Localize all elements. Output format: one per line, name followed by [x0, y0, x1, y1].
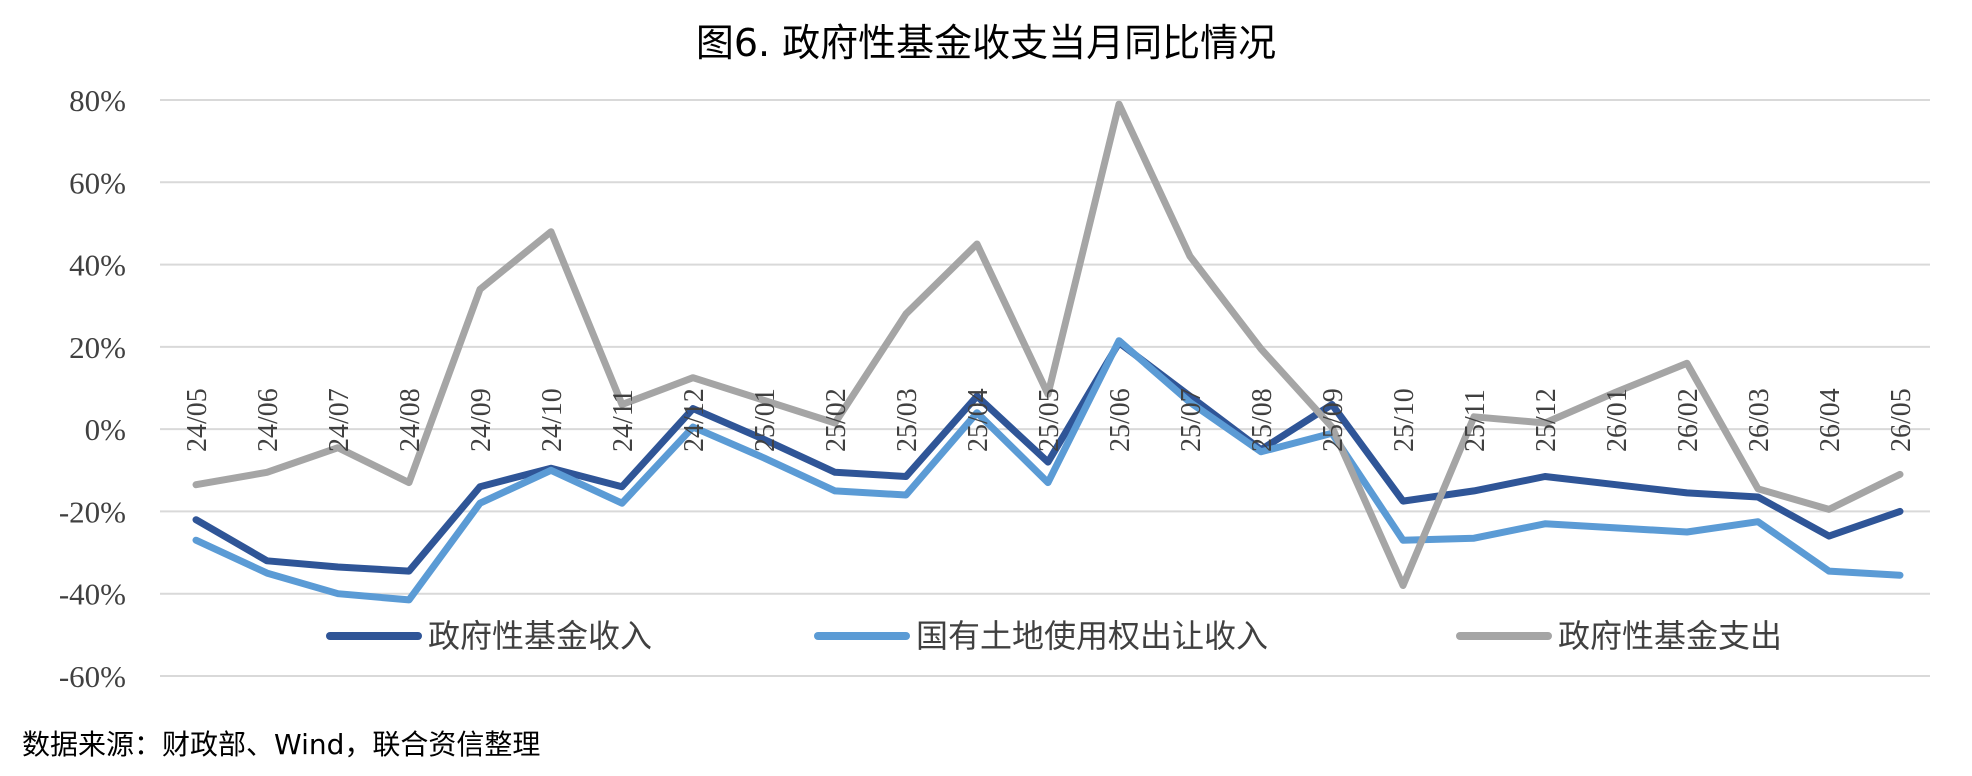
x-tick-label: 25/07 [1176, 388, 1207, 452]
x-tick-label: 26/01 [1602, 388, 1633, 452]
series-line-2 [192, 337, 1904, 604]
x-tick-label: 26/02 [1673, 388, 1704, 452]
legend: 政府性基金收入 国有土地使用权出让收入 政府性基金支出 [326, 617, 1782, 655]
series-line-1 [192, 339, 1904, 575]
x-tick-label: 24/12 [679, 388, 710, 452]
x-axis-tick-labels: 24/05 24/06 24/07 24/08 24/09 24/10 24/11 24/12… [182, 388, 1917, 452]
series-lines [192, 100, 1904, 604]
y-tick-label: 80% [69, 83, 126, 118]
x-tick-label: 24/10 [537, 388, 568, 452]
x-tick-label: 24/08 [395, 388, 426, 452]
x-tick-label: 26/03 [1744, 388, 1775, 452]
chart-title: 图6. 政府性基金收支当月同比情况 [696, 21, 1276, 65]
y-tick-label: 40% [69, 248, 126, 283]
legend-label-1: 政府性基金收入 [428, 617, 652, 655]
source-note: 数据来源：财政部、Wind，联合资信整理 [22, 728, 540, 761]
x-tick-label: 25/04 [963, 388, 994, 452]
x-tick-label: 25/09 [1318, 388, 1349, 452]
y-tick-label: 20% [69, 330, 126, 365]
legend-label-3: 政府性基金支出 [1558, 617, 1782, 655]
x-tick-label: 25/03 [892, 388, 923, 452]
y-axis-tick-labels: 80% 60% 40% 20% 0% -20% -40% -60% [59, 83, 126, 694]
x-tick-label: 25/06 [1105, 388, 1136, 452]
x-tick-label: 25/12 [1531, 388, 1562, 452]
x-tick-label: 24/07 [324, 388, 355, 452]
x-tick-label: 24/09 [466, 388, 497, 452]
y-tick-label: -20% [59, 494, 126, 529]
series-line-3 [192, 100, 1904, 589]
x-tick-label: 25/10 [1389, 388, 1420, 452]
x-tick-label: 24/11 [608, 389, 639, 452]
x-tick-label: 26/04 [1815, 388, 1846, 452]
x-tick-label: 25/11 [1460, 389, 1491, 452]
x-tick-label: 25/01 [750, 388, 781, 452]
y-tick-label: 60% [69, 165, 126, 200]
x-tick-label: 24/06 [253, 388, 284, 452]
y-tick-label: 0% [85, 412, 126, 447]
x-tick-label: 24/05 [182, 388, 213, 452]
x-tick-label: 25/05 [1034, 388, 1065, 452]
x-tick-label: 26/05 [1886, 388, 1917, 452]
y-tick-label: -60% [59, 659, 126, 694]
y-tick-label: -40% [59, 577, 126, 612]
legend-label-2: 国有土地使用权出让收入 [916, 617, 1268, 655]
x-tick-label: 25/08 [1247, 388, 1278, 452]
x-tick-label: 25/02 [821, 388, 852, 452]
